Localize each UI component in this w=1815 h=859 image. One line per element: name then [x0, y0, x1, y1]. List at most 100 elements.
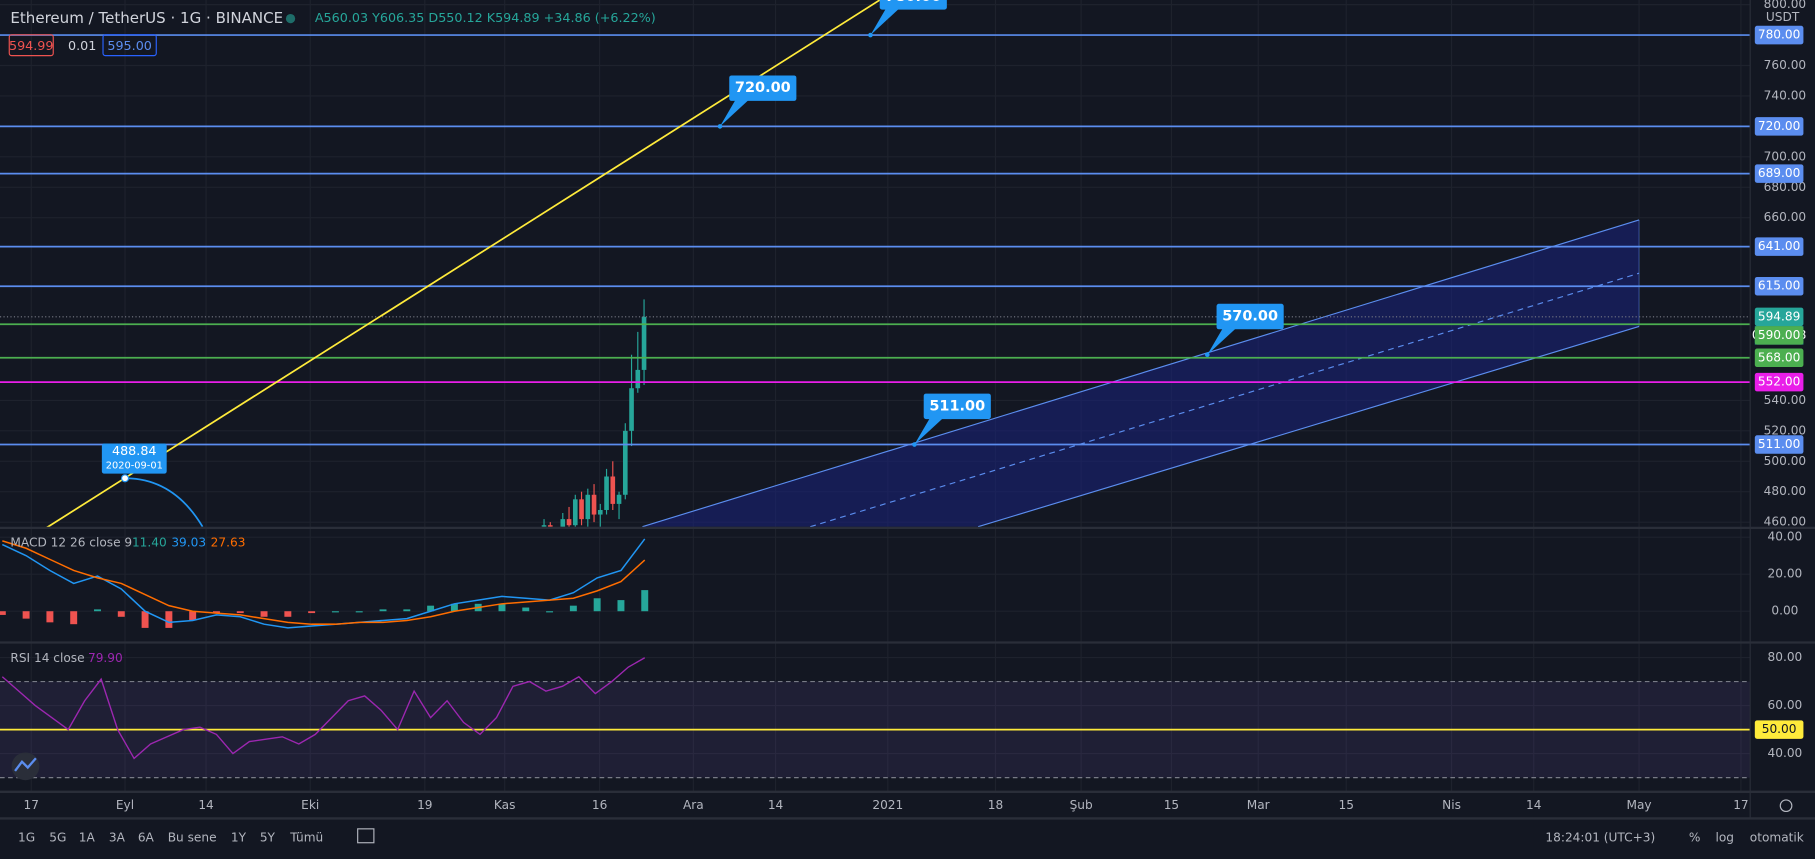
histogram-bar [450, 603, 458, 612]
rsi-midline-label: 50.00 [1762, 722, 1797, 736]
axis-option[interactable]: % [1689, 831, 1701, 845]
range-button[interactable]: Tümü [289, 831, 323, 845]
level-label: 689.00 [1758, 166, 1800, 180]
level-label: 720.00 [1758, 119, 1800, 133]
histogram-bar [641, 590, 649, 612]
candle-body [622, 430, 628, 495]
x-tick-label: 19 [417, 798, 432, 812]
level-label: 568.00 [1758, 350, 1800, 364]
settings-icon[interactable] [1779, 799, 1793, 813]
toolbar: 17 Eyl 14 Eki 19 Kas 16 Ara 14 2021 18 Şub 15 Mar 15 Ni… [18, 798, 1804, 844]
histogram-bar [355, 611, 363, 613]
spread: 0.01 [68, 39, 96, 54]
y-tick-label: 700.00 [1764, 149, 1806, 163]
marks [0, 34, 1751, 779]
histogram-bar [331, 611, 339, 613]
channel-line [642, 219, 1640, 528]
ask-box [102, 34, 157, 57]
candle-body [566, 519, 572, 526]
x-tick-label: Eyl [116, 798, 134, 812]
level-label-box [1754, 326, 1804, 345]
candle-body [597, 509, 603, 515]
x-tick-label: Nis [1442, 798, 1461, 812]
histogram-bar [284, 611, 292, 617]
legend-value: 27.63 [211, 535, 246, 549]
histogram-bar [22, 611, 30, 619]
legend-value: 11.40 [132, 535, 167, 549]
marker-curve [125, 477, 204, 528]
legend-value: 79.90 [88, 651, 123, 665]
level-label: 641.00 [1758, 239, 1800, 253]
date-range-icon[interactable] [357, 828, 375, 844]
x-tick-label: 14 [198, 798, 214, 812]
histogram-bar [46, 611, 54, 623]
y-tick-label: 740.00 [1764, 88, 1806, 102]
axis-option[interactable]: otomatik [1750, 831, 1804, 845]
candle-body [579, 499, 584, 520]
unit: USDT [1766, 10, 1800, 24]
histogram-bar [94, 609, 101, 612]
histogram-bar [189, 611, 197, 621]
callout-box [1216, 303, 1284, 330]
range-button[interactable]: Bu sene [168, 831, 217, 845]
level-label-box [1754, 25, 1804, 45]
range-button[interactable]: 3A [109, 831, 126, 845]
y-tick-label: 40.00 [1768, 746, 1803, 760]
marker-date: 2020-09-01 [106, 461, 163, 472]
y-tick-label: 0.00 [1771, 604, 1798, 618]
range-button[interactable]: 5G [49, 831, 66, 845]
callout-label: 720.00 [735, 80, 791, 96]
y-tick-label: 760.00 [1764, 58, 1806, 72]
level-label: 615.00 [1758, 279, 1800, 293]
status-dot [285, 13, 296, 24]
x-tick-label: 18 [988, 798, 1003, 812]
level-label: 590.00 [1758, 328, 1800, 342]
x-tick-label: 14 [1526, 798, 1542, 812]
macd-line [2, 540, 646, 625]
range-button[interactable]: 5Y [260, 831, 276, 845]
histogram-bar [212, 611, 220, 614]
histogram-bar [141, 611, 149, 628]
macd-line [1, 538, 646, 629]
last-price-label: 594.89 [1758, 309, 1800, 323]
callout-anchor [717, 124, 723, 129]
x-tick-label: Mar [1247, 798, 1270, 812]
candle-body [585, 494, 591, 520]
histogram-bar [498, 603, 506, 612]
candle-body [610, 476, 616, 504]
level-label-box [1754, 117, 1804, 136]
range-button[interactable]: 1Y [231, 831, 247, 845]
range-button[interactable]: 1G [18, 831, 35, 845]
x-tick-label: 16 [592, 798, 607, 812]
candle-body [604, 476, 609, 510]
range-button[interactable]: 6A [138, 831, 155, 845]
marker-box [101, 443, 167, 474]
callout-box [923, 393, 991, 420]
bid: 594.99 [9, 39, 54, 54]
y-tick-label: 460.00 [1764, 515, 1806, 529]
y-tick-label: 520.00 [1764, 423, 1806, 437]
clock: 18:24:01 (UTC+3) [1545, 831, 1655, 845]
histogram-bar [117, 611, 125, 617]
histogram-bar [427, 605, 435, 612]
histogram-bar [260, 611, 268, 617]
histogram-bar [403, 609, 411, 612]
range-button[interactable]: 1A [79, 831, 96, 845]
histogram-bar [165, 611, 173, 628]
callout-anchor [912, 442, 917, 447]
marker-label: 488.84 [112, 444, 157, 459]
candle-body [560, 519, 566, 527]
y-tick-label: 20.00 [1768, 567, 1803, 581]
x-tick-label: 17 [1733, 798, 1748, 812]
histogram-bar [379, 609, 387, 612]
x-tick-label: 2021 [872, 798, 903, 812]
candle-body [572, 499, 578, 526]
level-label-box [1754, 348, 1804, 368]
x-tick-label: 17 [24, 798, 39, 812]
x-tick-label: Ara [683, 798, 704, 812]
y-tick-label: 660.00 [1764, 210, 1806, 224]
axis-option[interactable]: log [1715, 831, 1734, 845]
marker-point [120, 474, 130, 483]
level-label: 780.00 [1758, 28, 1800, 42]
